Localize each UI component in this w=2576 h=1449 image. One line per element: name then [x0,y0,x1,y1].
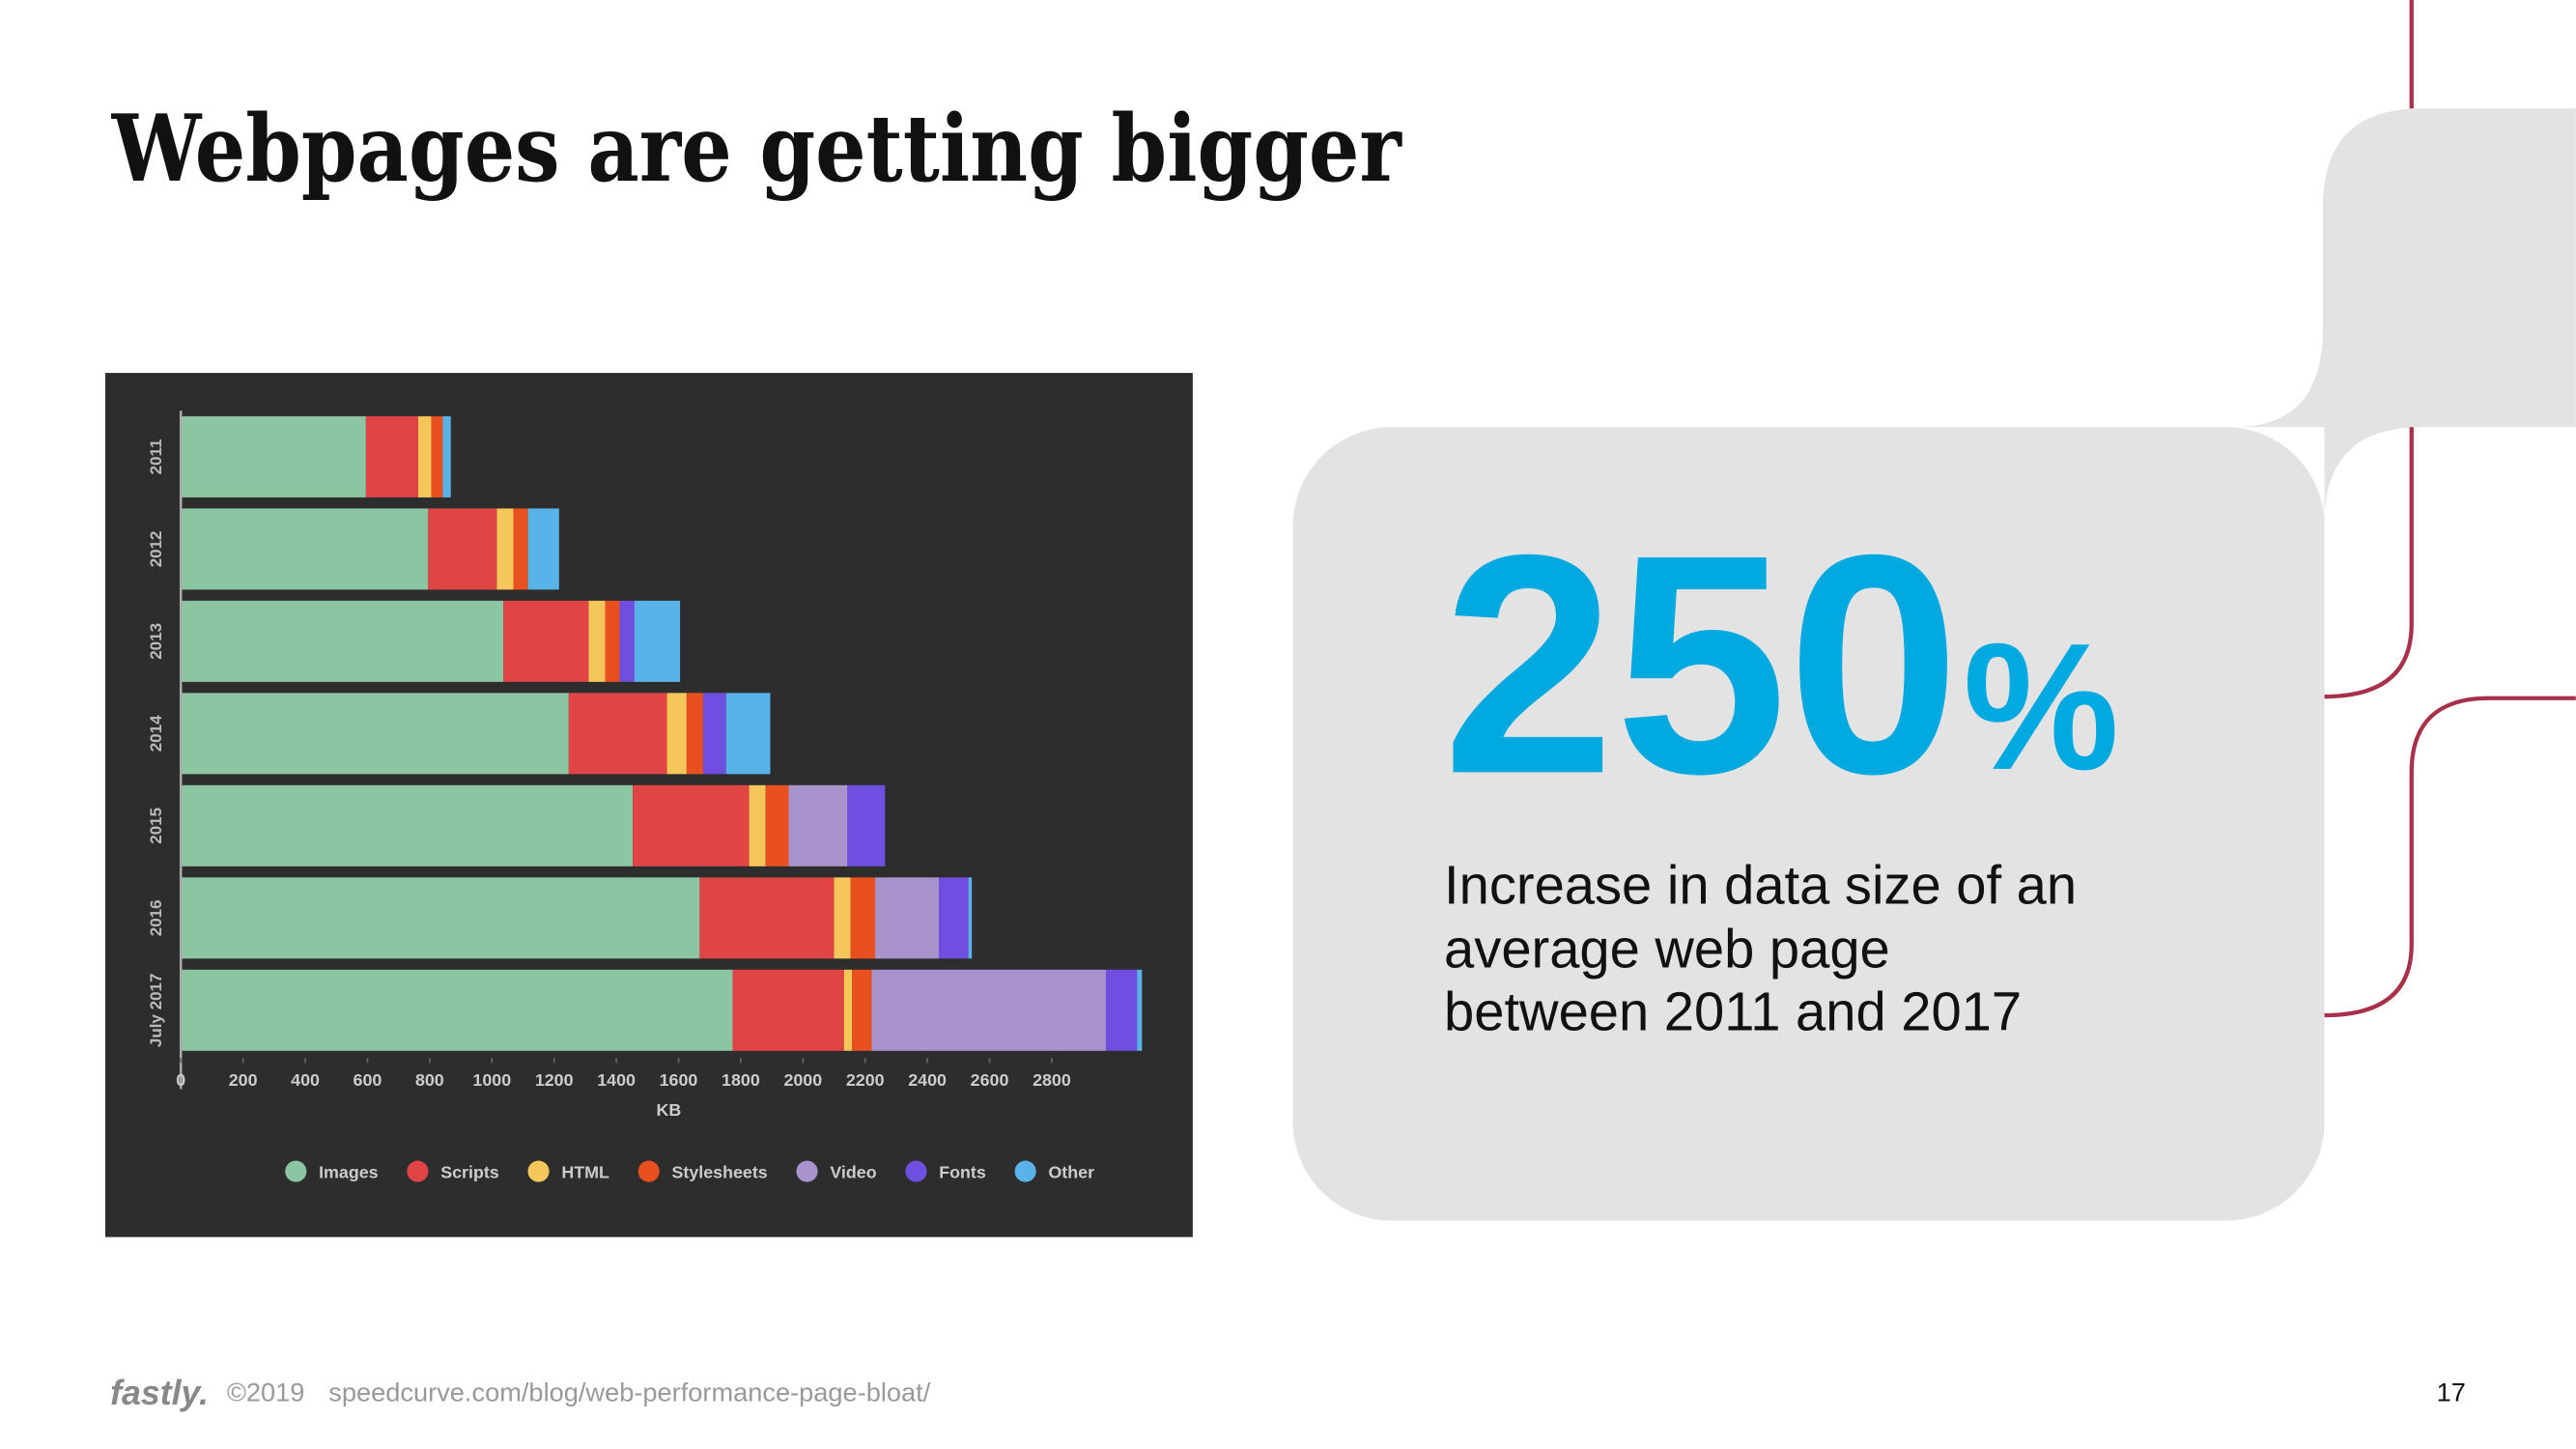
panel-top [2234,108,2576,523]
footer-source: speedcurve.com/blog/web-performance-page… [328,1378,930,1407]
x-tick-label: 1000 [472,1070,511,1090]
legend-swatch [796,1160,818,1182]
legend-swatch [1014,1160,1036,1182]
x-axis-label: KB [656,1100,681,1120]
x-tick-label: 2600 [971,1070,1009,1090]
chart: 2011 2012 2013 2014 2015 2016 July 2017 0 200 400… [147,411,1143,1182]
legend-swatch [905,1160,927,1182]
y-tick-label: 2015 [147,808,165,844]
legend-swatch [527,1160,550,1182]
bar-segment [834,877,851,959]
footer-logo: fastly. [110,1374,209,1412]
bar-segment [968,877,973,959]
x-tick-label: 2000 [783,1070,822,1090]
bar-segment [588,600,606,682]
x-tick-label: 2400 [908,1070,947,1090]
deco-line [2324,0,2414,699]
y-tick-label: 2012 [147,530,165,567]
x-tick-label: 2800 [1033,1070,1071,1090]
bar-segment [702,693,726,775]
bar-segment [1105,969,1138,1051]
bar-segment [431,415,443,497]
legend-swatch [407,1160,429,1182]
stat-unit: % [1963,606,2119,808]
x-tick-label: 0 [176,1070,185,1090]
legend-label: Images [319,1162,379,1181]
bar-segment [666,693,687,775]
bar-segment [527,508,559,590]
x-tick-label: 1400 [597,1070,636,1090]
stat-description: Increase in data size of an [1444,854,2077,915]
stat-description: average web page [1444,919,1890,980]
bar-segment [496,508,514,590]
y-tick-label: 2014 [147,715,165,752]
bar-segment [732,969,844,1051]
bar-segment [181,969,733,1051]
bar-segment [1137,969,1143,1051]
y-tick-label: 2016 [147,899,165,936]
legend-swatch [285,1160,307,1182]
footer-copyright: ©2019 [227,1378,305,1407]
stat-description: between 2011 and 2017 [1444,980,2022,1041]
bar-segment [181,415,366,497]
legend-label: HTML [561,1162,609,1181]
bar-segment [365,415,418,497]
legend-label: Scripts [440,1162,499,1181]
bar-segment [181,693,569,775]
stat-number: 250 [1442,490,1960,838]
bar-segment [749,784,766,867]
bar-segment [686,693,703,775]
bar-segment [939,877,969,959]
legend-swatch [637,1160,660,1182]
bar-segment [725,693,771,775]
stat-panel [1292,427,2325,1221]
bar-segment [765,784,789,867]
bar-segment [850,877,876,959]
bar-segment [428,508,497,590]
x-tick-label: 400 [291,1070,320,1090]
x-tick-label: 1600 [660,1070,698,1090]
bar-segment [788,784,848,867]
bar-segment [699,877,835,959]
bar-segment [181,600,504,682]
bar-segment [875,877,940,959]
bar-segment [634,600,681,682]
bar-segment [503,600,589,682]
bar-segment [605,600,620,682]
bar-segment [843,969,853,1051]
y-tick-label: 2011 [147,439,165,474]
slide-title: Webpages are getting bigger [111,96,1402,203]
legend-label: Video [830,1162,876,1181]
x-tick-label: 1800 [722,1070,760,1090]
legend-label: Other [1048,1162,1094,1181]
bar-segment [513,508,528,590]
bar-segment [181,508,429,590]
bar-segment [568,693,667,775]
legend-label: Fonts [939,1162,986,1181]
bar-segment [633,784,750,867]
x-tick-label: 1200 [535,1070,574,1090]
deco-line [2324,696,2576,1018]
bar-segment [442,415,451,497]
x-tick-label: 200 [229,1070,258,1090]
y-tick-label: 2013 [147,623,165,660]
legend-label: Stylesheets [672,1162,768,1181]
bar-segment [417,415,432,497]
bar-segment [181,877,700,959]
bar-segment [181,784,634,867]
bar-segment [852,969,872,1051]
bar-segment [871,969,1106,1051]
page-number: 17 [2437,1378,2466,1407]
y-tick-label: July 2017 [147,974,165,1048]
x-tick-label: 600 [354,1070,382,1090]
bar-segment [847,784,886,867]
x-tick-label: 2200 [846,1070,885,1090]
x-tick-label: 800 [415,1070,444,1090]
bar-segment [619,600,635,682]
